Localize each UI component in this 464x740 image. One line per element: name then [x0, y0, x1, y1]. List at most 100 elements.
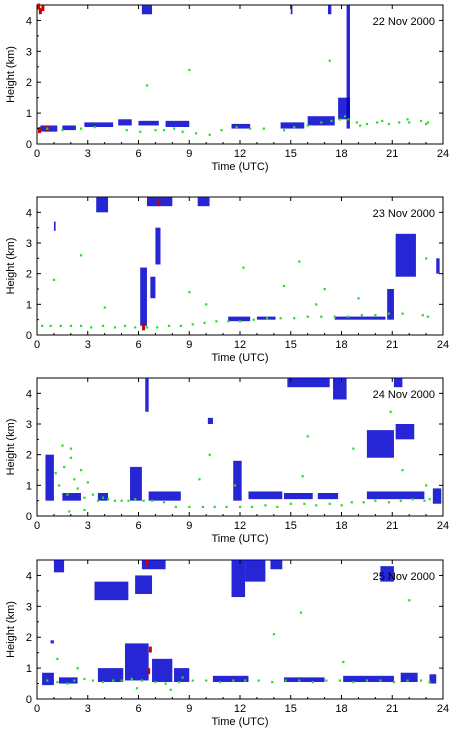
- cloud-layer-mark: [58, 677, 78, 684]
- boundary-layer-point: [179, 324, 182, 327]
- precipitation-mark: [38, 127, 42, 134]
- cloud-layer-mark: [338, 97, 350, 120]
- boundary-layer-point: [379, 679, 382, 682]
- boundary-layer-point: [406, 679, 409, 682]
- precipitation-mark: [145, 560, 149, 567]
- boundary-layer-point: [79, 469, 83, 472]
- boundary-layer-point: [73, 679, 76, 682]
- x-tick-label: 0: [34, 520, 40, 532]
- boundary-layer-point: [276, 505, 279, 508]
- boundary-layer-point: [215, 320, 218, 323]
- y-tick-label: 4: [26, 15, 32, 27]
- boundary-layer-point: [79, 127, 83, 130]
- boundary-layer-point: [145, 84, 149, 87]
- y-tick-label: 2: [26, 269, 32, 281]
- boundary-layer-point: [428, 498, 431, 501]
- boundary-layer-point: [420, 679, 423, 682]
- cloud-layer-mark: [165, 120, 190, 128]
- x-tick-label: 15: [285, 703, 297, 715]
- boundary-layer-point: [306, 435, 309, 438]
- boundary-layer-point: [235, 126, 238, 129]
- boundary-layer-point: [188, 291, 191, 294]
- y-tick-label: 4: [26, 207, 32, 219]
- cloud-layer-mark: [395, 424, 415, 440]
- precipitation-mark: [41, 5, 45, 12]
- boundary-layer-point: [213, 505, 216, 508]
- cloud-layer-mark: [429, 674, 437, 684]
- boundary-layer-point: [135, 687, 139, 690]
- y-axis-title: Height (km): [5, 46, 17, 103]
- boundary-layer-point: [205, 679, 208, 682]
- boundary-layer-point: [340, 504, 343, 507]
- y-tick-label: 2: [26, 77, 32, 89]
- boundary-layer-point: [411, 498, 414, 501]
- boundary-layer-point: [338, 679, 342, 682]
- x-tick-label: 9: [186, 703, 192, 715]
- y-tick-label: 1: [26, 108, 32, 120]
- x-tick-label: 21: [386, 703, 398, 715]
- boundary-layer-point: [56, 681, 59, 684]
- boundary-layer-point: [46, 127, 49, 130]
- x-tick-label: 6: [135, 148, 141, 160]
- panel-date-label: 23 Nov 2000: [373, 208, 435, 220]
- cloud-layer-mark: [150, 276, 156, 299]
- boundary-layer-point: [107, 498, 110, 501]
- boundary-layer-point: [205, 303, 208, 306]
- boundary-layer-point: [352, 447, 355, 450]
- x-tick-label: 18: [335, 148, 347, 160]
- x-axis-title: Time (UTC): [211, 352, 268, 364]
- precipitation-mark: [142, 324, 146, 331]
- cloud-layer-mark: [290, 5, 293, 15]
- cloud-layer-mark: [231, 560, 246, 598]
- x-tick-label: 24: [437, 520, 449, 532]
- boundary-layer-point: [61, 129, 64, 132]
- boundary-layer-point: [293, 126, 296, 129]
- boundary-layer-point: [425, 122, 428, 126]
- cloud-layer-mark: [343, 675, 394, 683]
- boundary-layer-point: [73, 478, 76, 481]
- boundary-layer-point: [167, 324, 171, 327]
- cloud-layer-mark: [395, 233, 416, 277]
- cloud-layer-mark: [228, 316, 251, 322]
- y-tick-label: 4: [26, 570, 32, 582]
- boundary-layer-point: [181, 130, 184, 133]
- boundary-layer-point: [350, 501, 353, 504]
- cloud-layer-mark: [40, 125, 58, 132]
- boundary-layer-point: [425, 484, 428, 487]
- boundary-layer-point: [399, 499, 402, 502]
- x-tick-label: 24: [437, 703, 449, 715]
- boundary-layer-point: [266, 317, 269, 320]
- boundary-layer-point: [96, 499, 100, 502]
- boundary-layer-point: [389, 410, 392, 413]
- boundary-layer-point: [257, 679, 260, 682]
- boundary-layer-point: [156, 326, 159, 329]
- boundary-layer-point: [406, 118, 409, 121]
- boundary-layer-point: [225, 505, 228, 508]
- x-axis-title: Time (UTC): [211, 161, 268, 173]
- boundary-layer-point: [298, 260, 301, 263]
- boundary-layer-point: [113, 499, 117, 502]
- x-tick-label: 3: [85, 520, 91, 532]
- x-tick-label: 6: [135, 703, 141, 715]
- cloud-layer-mark: [436, 258, 440, 274]
- cloud-layer-mark: [97, 668, 124, 683]
- cloud-layer-mark: [124, 643, 149, 681]
- boundary-layer-point: [328, 502, 331, 505]
- x-tick-label: 0: [34, 148, 40, 160]
- x-tick-label: 15: [285, 339, 297, 351]
- cloud-layer-mark: [152, 658, 173, 683]
- boundary-layer-point: [401, 469, 404, 472]
- cloud-layer-mark: [400, 672, 418, 683]
- boundary-layer-point: [423, 499, 426, 502]
- boundary-layer-point: [93, 126, 96, 129]
- cloud-layer-mark: [135, 575, 153, 594]
- boundary-layer-point: [398, 121, 401, 124]
- boundary-layer-point: [252, 318, 255, 321]
- boundary-layer-point: [49, 324, 52, 327]
- cloud-layer-mark: [233, 460, 242, 501]
- cloud-layer-mark: [53, 560, 65, 573]
- boundary-layer-point: [421, 314, 424, 317]
- boundary-layer-point: [262, 127, 265, 130]
